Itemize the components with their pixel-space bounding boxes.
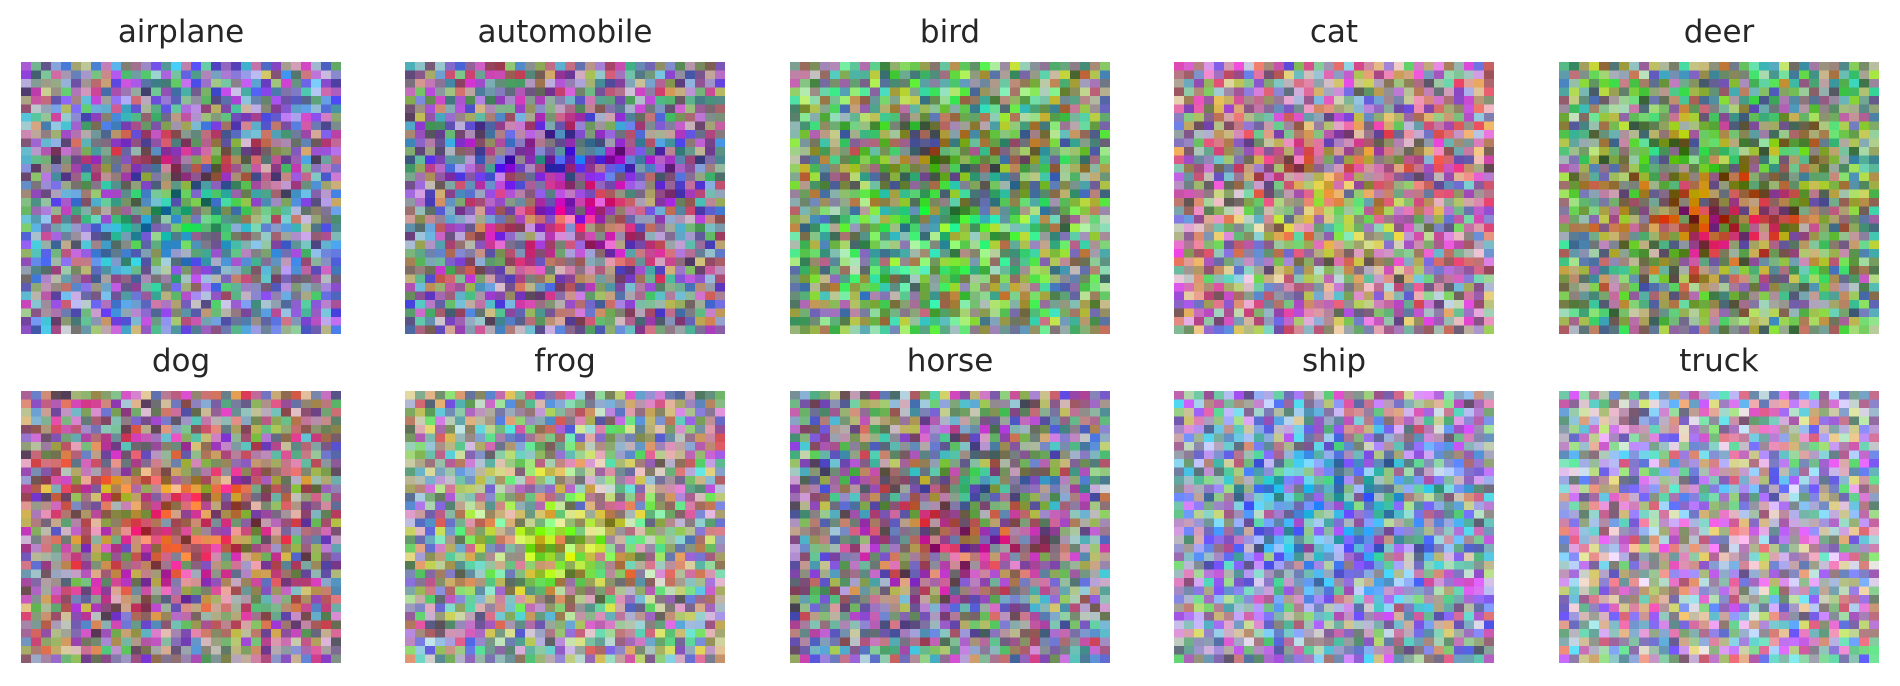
- panel-title: airplane: [117, 14, 245, 50]
- panel-title: ship: [1301, 343, 1367, 379]
- panel-title: bird: [919, 14, 981, 50]
- panel-title: truck: [1679, 343, 1759, 379]
- weight-visualization-image: [405, 391, 725, 663]
- panel-title: horse: [906, 343, 994, 379]
- weight-visualization-image: [790, 62, 1110, 334]
- panel-title: dog: [151, 343, 211, 379]
- weight-visualization-image: [21, 62, 341, 334]
- panel-title: cat: [1309, 14, 1359, 50]
- weight-visualization-image: [1559, 62, 1879, 334]
- weight-visualization-image: [1559, 391, 1879, 663]
- weight-visualization-image: [21, 391, 341, 663]
- panel-title: frog: [534, 343, 596, 379]
- weight-visualization-image: [1174, 391, 1494, 663]
- panel-title: deer: [1683, 14, 1755, 50]
- panel-title: automobile: [477, 14, 653, 50]
- weight-visualization-image: [790, 391, 1110, 663]
- weight-visualization-image: [1174, 62, 1494, 334]
- weight-visualization-image: [405, 62, 725, 334]
